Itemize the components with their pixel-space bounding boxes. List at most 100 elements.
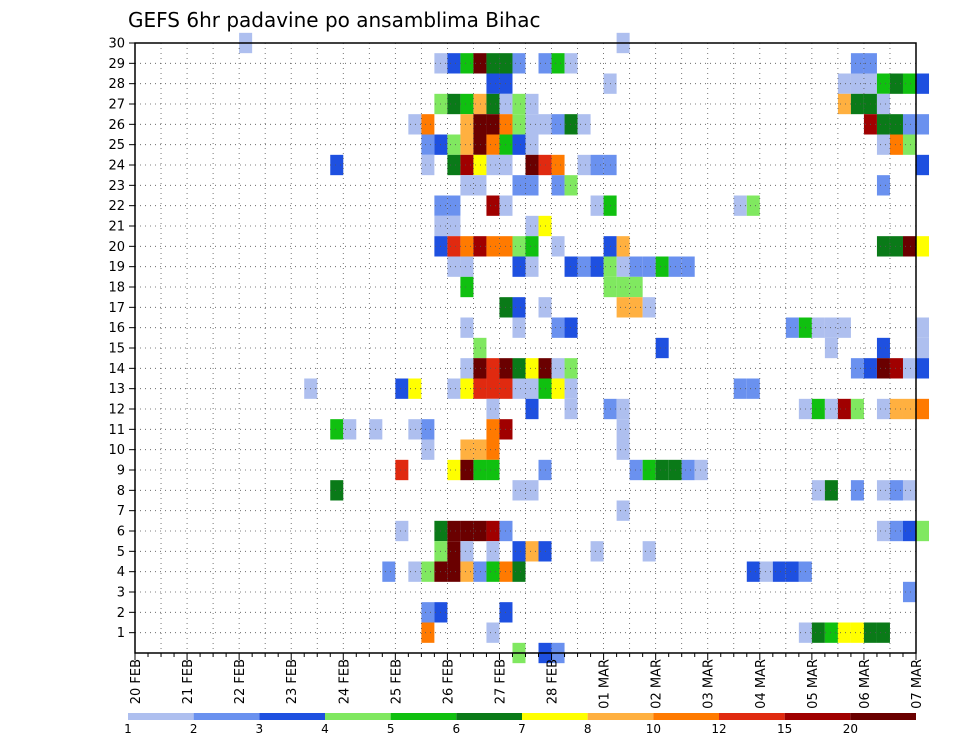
heatmap-cell [473,154,487,176]
heatmap-cell [447,561,461,582]
heatmap-cell [577,114,591,135]
x-tick-label: 21 FEB [181,659,196,704]
heatmap-cell [512,53,526,74]
heatmap-cell [902,73,916,94]
heatmap-cell [447,378,461,399]
heatmap-cell [811,622,825,643]
colorbar-label: 4 [321,722,329,736]
heatmap-cell [785,561,799,582]
heatmap-cell [525,154,539,176]
colorbar-label: 10 [646,722,661,736]
heatmap-cell [525,378,539,399]
heatmap-cell [395,520,409,542]
heatmap-cell [902,398,916,420]
heatmap-cell [460,276,474,298]
heatmap-cell [916,154,930,176]
heatmap-cell [916,520,930,542]
colorbar: 1 2 3 4 5 6 7 8 10 12 15 20 [124,713,916,736]
heatmap-cell [902,480,916,501]
heatmap-cell [889,480,903,501]
heatmap-cell [447,215,461,237]
y-tick-label: 21 [108,220,125,235]
colorbar-label: 7 [518,722,526,736]
heatmap-cell [486,154,500,176]
heatmap-cell [629,256,643,277]
heatmap-cell [525,256,539,277]
heatmap-cell [876,175,890,196]
heatmap-cell [850,480,864,501]
heatmap-cell [525,541,539,562]
heatmap-cell [876,236,890,257]
heatmap-cell [330,154,344,176]
heatmap-cell [564,398,578,420]
heatmap-cell [577,256,591,277]
heatmap-cell [460,154,474,176]
heatmap-cell [850,53,864,74]
y-tick-label: 28 [108,77,125,92]
colorbar-swatch [850,713,916,720]
colorbar-label: 1 [124,722,132,736]
heatmap-cell [564,378,578,399]
heatmap-cell [837,317,851,338]
heatmap-cell [447,195,461,216]
colorbar-swatch [193,713,260,720]
heatmap-cell [564,53,578,74]
colorbar-swatch [587,713,654,720]
colorbar-label: 20 [843,722,858,736]
heatmap-cell [850,93,864,115]
heatmap-cell [486,419,500,440]
heatmap-cell [408,419,422,440]
heatmap-cell [551,154,565,176]
colorbar-label: 6 [453,722,461,736]
x-tick-label: 05 MAR [806,659,821,709]
heatmap-cell [460,439,474,460]
y-tick-label: 2 [117,606,125,621]
heatmap-cell [889,520,903,542]
y-tick-label: 22 [108,199,125,214]
x-tick-label: 03 MAR [702,659,717,709]
heatmap-cell [447,256,461,277]
heatmap-cell [902,134,916,155]
heatmap-cell [447,520,461,542]
x-tick-label: 23 FEB [285,659,300,704]
heatmap-cell [551,378,565,399]
heatmap-cell [460,317,474,338]
heatmap-cell [551,236,565,257]
heatmap-cell [902,114,916,135]
heatmap-cell [486,114,500,135]
y-tick-label: 9 [117,464,125,479]
heatmap-cell [837,93,851,115]
heatmap-cell [486,541,500,562]
heatmap-cell [590,541,604,562]
heatmap-cell [642,256,656,277]
heatmap-cell [551,114,565,135]
heatmap-cell [447,93,461,115]
colorbar-swatch [390,713,457,720]
colorbar-swatch [719,713,785,720]
heatmap-cell [824,480,838,501]
heatmap-cell [330,419,344,440]
y-tick-label: 5 [117,545,125,560]
heatmap-cell [837,73,851,94]
heatmap-cell [564,175,578,196]
heatmap-cell [473,134,487,155]
heatmap-cell [525,480,539,501]
heatmap-cell [473,175,487,196]
heatmap-cell [421,622,435,643]
heatmap-cell [473,520,487,542]
heatmap-cell [889,114,903,135]
heatmap-cell [473,459,487,481]
heatmap-cell [916,73,930,94]
heatmap-cell [916,358,930,379]
y-tick-label: 7 [117,504,125,519]
y-tick-label: 25 [108,138,125,153]
x-tick-label: 07 MAR [910,659,925,709]
heatmap-cell [681,256,695,277]
heatmap-cell [486,622,500,643]
y-tick-label: 20 [108,240,125,255]
heatmap-cell [889,398,903,420]
y-tick-label: 13 [108,382,125,397]
heatmap-cell [590,154,604,176]
heatmap-cell [876,114,890,135]
heatmap-cell [629,459,643,481]
